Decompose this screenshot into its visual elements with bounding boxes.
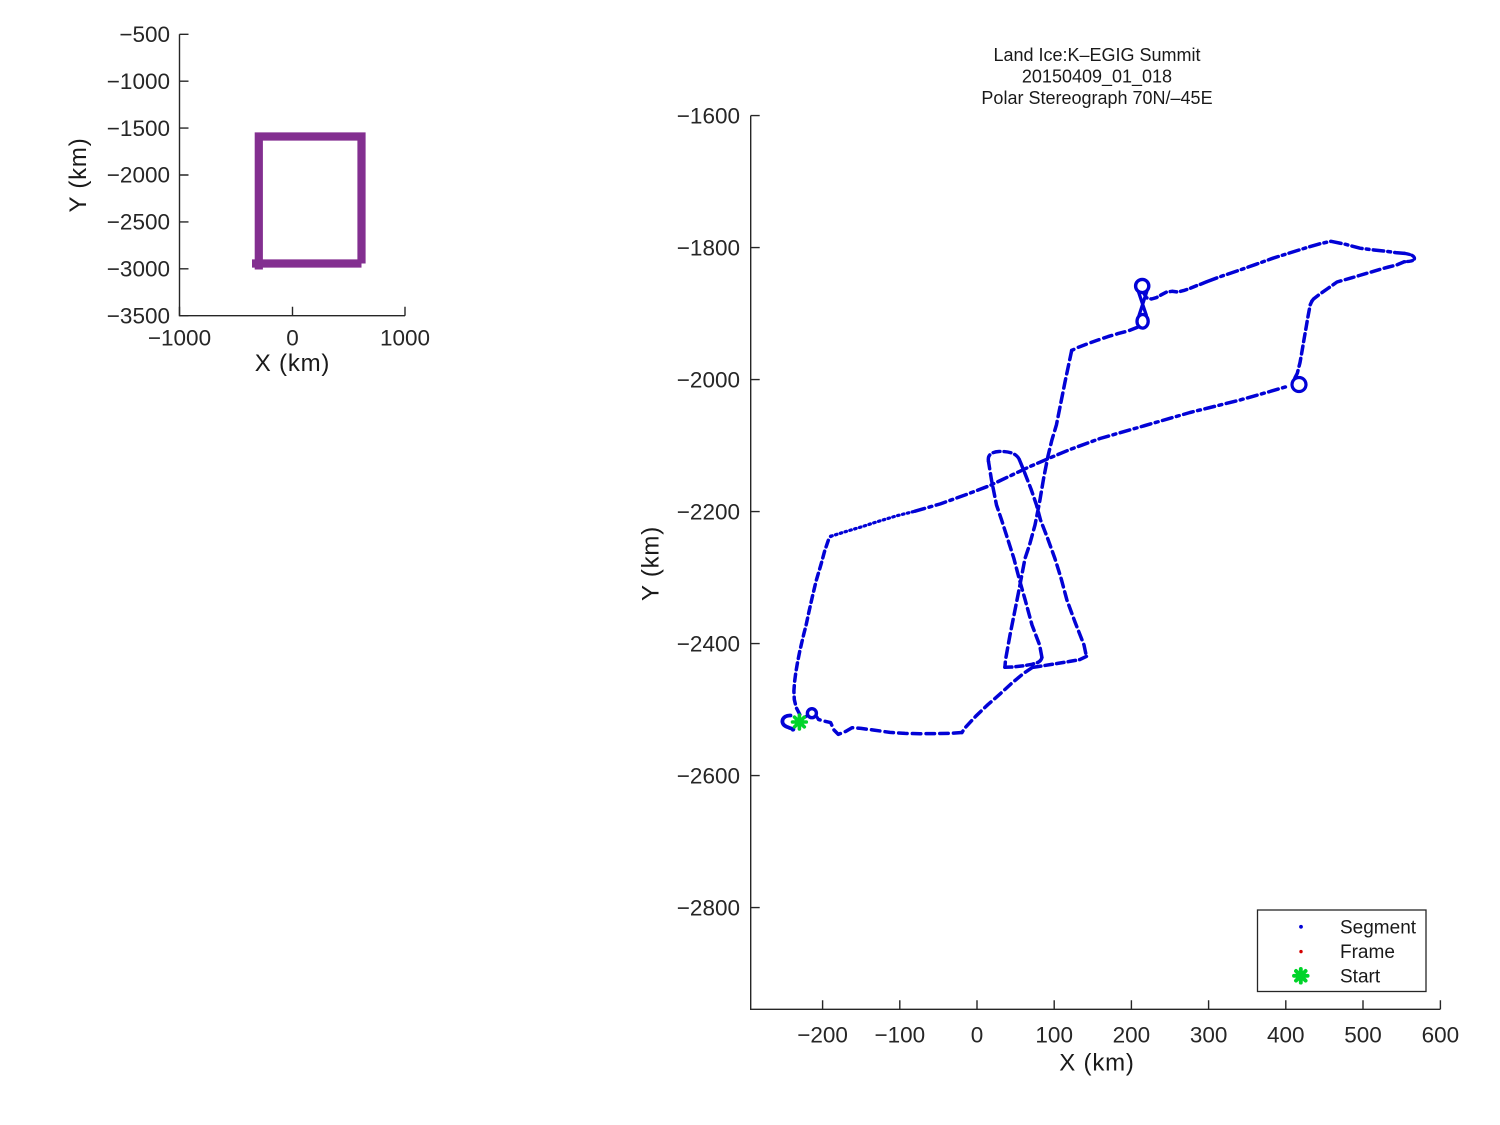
svg-text:−2000: −2000 — [677, 367, 740, 392]
svg-text:Polar Stereograph 70N/–45E: Polar Stereograph 70N/–45E — [981, 88, 1212, 108]
svg-text:−1500: −1500 — [107, 116, 170, 141]
svg-text:−1600: −1600 — [677, 103, 740, 128]
svg-text:X (km): X (km) — [1059, 1050, 1134, 1077]
svg-text:−2600: −2600 — [677, 763, 740, 788]
svg-text:600: 600 — [1422, 1023, 1460, 1048]
svg-text:300: 300 — [1190, 1023, 1228, 1048]
svg-text:0: 0 — [971, 1023, 984, 1048]
svg-text:−1000: −1000 — [148, 326, 211, 351]
svg-text:−1800: −1800 — [677, 235, 740, 260]
svg-text:−2800: −2800 — [677, 895, 740, 920]
svg-text:20150409_01_018: 20150409_01_018 — [1022, 67, 1172, 88]
svg-text:−200: −200 — [797, 1023, 848, 1048]
svg-text:X (km): X (km) — [255, 350, 330, 377]
svg-text:Segment: Segment — [1340, 917, 1417, 938]
svg-text:Land Ice:K–EGIG Summit: Land Ice:K–EGIG Summit — [993, 45, 1200, 65]
svg-text:Y (km): Y (km) — [65, 137, 92, 212]
svg-text:−2500: −2500 — [107, 210, 170, 235]
svg-text:400: 400 — [1267, 1023, 1305, 1048]
svg-text:Start: Start — [1340, 966, 1381, 987]
svg-text:−3500: −3500 — [107, 303, 170, 328]
svg-text:−2200: −2200 — [677, 499, 740, 524]
svg-text:−500: −500 — [119, 22, 170, 47]
svg-text:0: 0 — [286, 326, 299, 351]
svg-text:200: 200 — [1113, 1023, 1151, 1048]
svg-text:−100: −100 — [874, 1023, 925, 1048]
svg-text:−1000: −1000 — [107, 69, 170, 94]
svg-text:−3000: −3000 — [107, 257, 170, 282]
svg-text:−2000: −2000 — [107, 163, 170, 188]
svg-text:−2400: −2400 — [677, 631, 740, 656]
svg-text:100: 100 — [1035, 1023, 1073, 1048]
svg-text:Y (km): Y (km) — [638, 526, 665, 601]
svg-text:500: 500 — [1344, 1023, 1382, 1048]
svg-text:1000: 1000 — [380, 326, 430, 351]
svg-text:Frame: Frame — [1340, 942, 1395, 963]
